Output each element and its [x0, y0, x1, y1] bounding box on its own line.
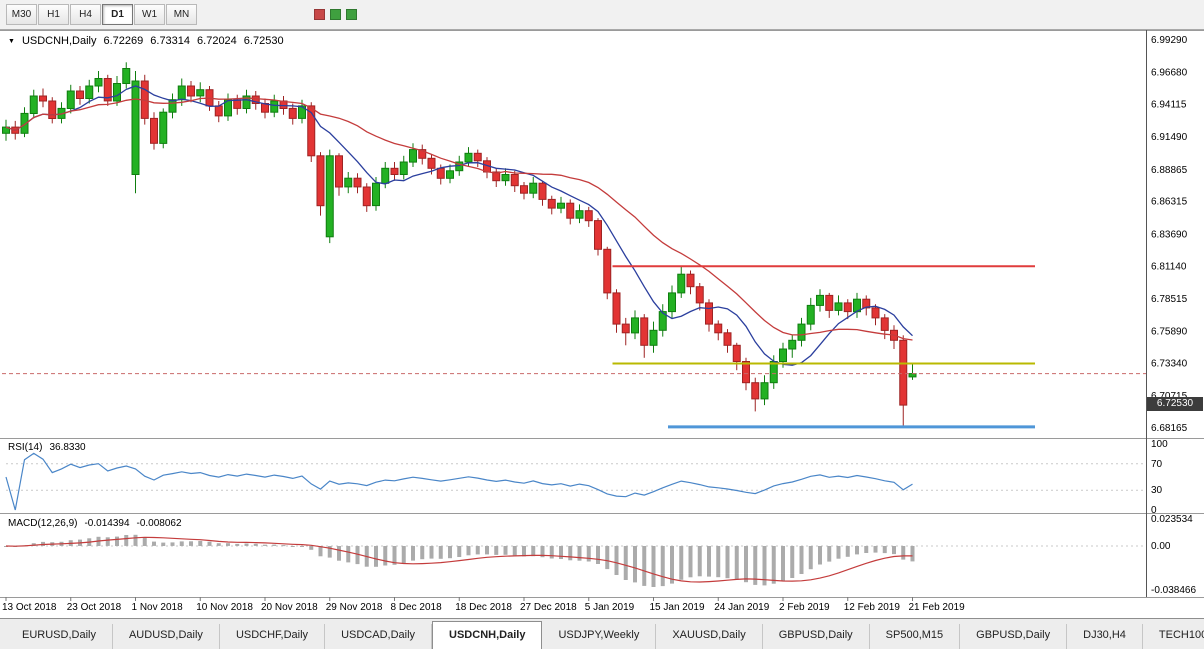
- timeframe-button-d1[interactable]: D1: [102, 4, 133, 25]
- current-price-badge: 6.72530: [1147, 396, 1203, 411]
- tab-xauusd-daily[interactable]: XAUUSD,Daily: [656, 624, 763, 649]
- toolbar-icon-red[interactable]: [314, 9, 325, 20]
- timeframe-button-h1[interactable]: H1: [38, 4, 69, 25]
- timeframe-button-h4[interactable]: H4: [70, 4, 101, 25]
- svg-text:100: 100: [1151, 439, 1168, 450]
- chart-dropdown-icon: ▼: [8, 37, 15, 45]
- svg-text:70: 70: [1151, 459, 1163, 470]
- svg-text:0: 0: [1151, 505, 1157, 516]
- macd-name: MACD(12,26,9): [8, 518, 78, 529]
- timeframe-button-group: M30 H1 H4 D1 W1 MN: [6, 4, 198, 25]
- rsi-panel-label: RSI(14) 36.8330: [8, 442, 86, 453]
- svg-text:-0.038466: -0.038466: [1151, 585, 1196, 596]
- price-axis: 6.99290 6.96680 6.94115 6.91490 6.88865 6.863…: [1151, 35, 1188, 434]
- tab-usdjpy-weekly[interactable]: USDJPY,Weekly: [542, 624, 657, 649]
- svg-text:27 Dec 2018: 27 Dec 2018: [520, 602, 577, 613]
- svg-text:18 Dec 2018: 18 Dec 2018: [455, 602, 512, 613]
- svg-text:13 Oct 2018: 13 Oct 2018: [2, 602, 57, 613]
- svg-text:2 Feb 2019: 2 Feb 2019: [779, 602, 830, 613]
- tab-sp500-m15[interactable]: SP500,M15: [869, 624, 961, 649]
- macd-signal-value: -0.008062: [136, 518, 182, 529]
- timeframe-toolbar: M30 H1 H4 D1 W1 MN: [0, 0, 1204, 30]
- price-chart-canvas[interactable]: 6.99290 6.96680 6.94115 6.91490 6.88865 6.863…: [0, 30, 1204, 618]
- svg-text:6.81140: 6.81140: [1151, 261, 1187, 272]
- svg-text:6.99290: 6.99290: [1151, 35, 1188, 46]
- tab-tech100[interactable]: TECH100: [1142, 624, 1204, 649]
- svg-text:23 Oct 2018: 23 Oct 2018: [67, 602, 122, 613]
- timeframe-button-mn[interactable]: MN: [166, 4, 197, 25]
- timeframe-button-w1[interactable]: W1: [134, 4, 165, 25]
- macd-main-value: -0.014394: [84, 518, 130, 529]
- tab-usdcad-daily[interactable]: USDCAD,Daily: [325, 624, 433, 649]
- svg-text:10 Nov 2018: 10 Nov 2018: [196, 602, 253, 613]
- svg-text:15 Jan 2019: 15 Jan 2019: [650, 602, 705, 613]
- svg-text:29 Nov 2018: 29 Nov 2018: [326, 602, 383, 613]
- svg-text:30: 30: [1151, 485, 1163, 496]
- svg-text:1 Nov 2018: 1 Nov 2018: [132, 602, 184, 613]
- ohlc-close: 6.72530: [243, 35, 284, 47]
- ohlc-low: 6.72024: [197, 35, 237, 47]
- symbol-tab-bar: EURUSD,Daily AUDUSD,Daily USDCHF,Daily USDC…: [0, 618, 1204, 649]
- tab-eurusd-daily[interactable]: EURUSD,Daily: [6, 624, 113, 649]
- svg-text:6.83690: 6.83690: [1151, 229, 1188, 240]
- toolbar-icon-group: [314, 9, 357, 20]
- tab-gbpusd-daily[interactable]: GBPUSD,Daily: [960, 624, 1068, 649]
- svg-text:6.68165: 6.68165: [1151, 423, 1188, 434]
- svg-text:6.73340: 6.73340: [1151, 358, 1188, 369]
- svg-text:6.94115: 6.94115: [1151, 100, 1187, 111]
- svg-text:6.86315: 6.86315: [1151, 197, 1188, 208]
- ma-8-line: [5, 85, 913, 366]
- svg-text:0.023534: 0.023534: [1151, 514, 1193, 525]
- rsi-name: RSI(14): [8, 442, 43, 453]
- svg-text:5 Jan 2019: 5 Jan 2019: [585, 602, 635, 613]
- chart-title: ▼ USDCNH,Daily 6.72269 6.73314 6.72024 6…: [8, 35, 284, 47]
- svg-text:12 Feb 2019: 12 Feb 2019: [844, 602, 901, 613]
- tab-gbpusd-daily[interactable]: GBPUSD,Daily: [762, 624, 870, 649]
- tab-dj30-h4[interactable]: DJ30,H4: [1067, 624, 1143, 649]
- svg-text:6.96680: 6.96680: [1151, 68, 1188, 79]
- ohlc-high: 6.73314: [150, 35, 191, 47]
- tab-usdcnh-daily[interactable]: USDCNH,Daily: [432, 621, 543, 649]
- svg-text:6.88865: 6.88865: [1151, 165, 1188, 176]
- timeframe-button-m30[interactable]: M30: [6, 4, 37, 25]
- svg-text:21 Feb 2019: 21 Feb 2019: [909, 602, 966, 613]
- svg-text:24 Jan 2019: 24 Jan 2019: [714, 602, 769, 613]
- svg-text:6.78515: 6.78515: [1151, 294, 1188, 305]
- tab-usdchf-daily[interactable]: USDCHF,Daily: [219, 624, 326, 649]
- rsi-value: 36.8330: [49, 442, 86, 453]
- ohlc-open: 6.72269: [103, 35, 144, 47]
- chart-symbol-period: USDCNH,Daily: [21, 35, 97, 47]
- svg-text:8 Dec 2018: 8 Dec 2018: [391, 602, 443, 613]
- svg-text:0.00: 0.00: [1151, 541, 1171, 552]
- tab-audusd-daily[interactable]: AUDUSD,Daily: [112, 624, 220, 649]
- toolbar-icon-green-1[interactable]: [330, 9, 341, 20]
- toolbar-icon-green-2[interactable]: [346, 9, 357, 20]
- rsi-line: [5, 452, 913, 511]
- svg-text:6.91490: 6.91490: [1151, 132, 1188, 143]
- svg-text:20 Nov 2018: 20 Nov 2018: [261, 602, 318, 613]
- macd-signal-line: [5, 536, 913, 583]
- date-axis: 13 Oct 2018 23 Oct 2018 1 Nov 2018 10 Nov 2…: [2, 597, 965, 613]
- chart-window: 6.99290 6.96680 6.94115 6.91490 6.88865 6.863…: [0, 30, 1204, 618]
- macd-panel-label: MACD(12,26,9) -0.014394 -0.008062: [8, 518, 182, 529]
- ma-20-line: [5, 97, 913, 341]
- svg-text:6.75890: 6.75890: [1151, 327, 1188, 338]
- candlesticks: [2, 62, 917, 428]
